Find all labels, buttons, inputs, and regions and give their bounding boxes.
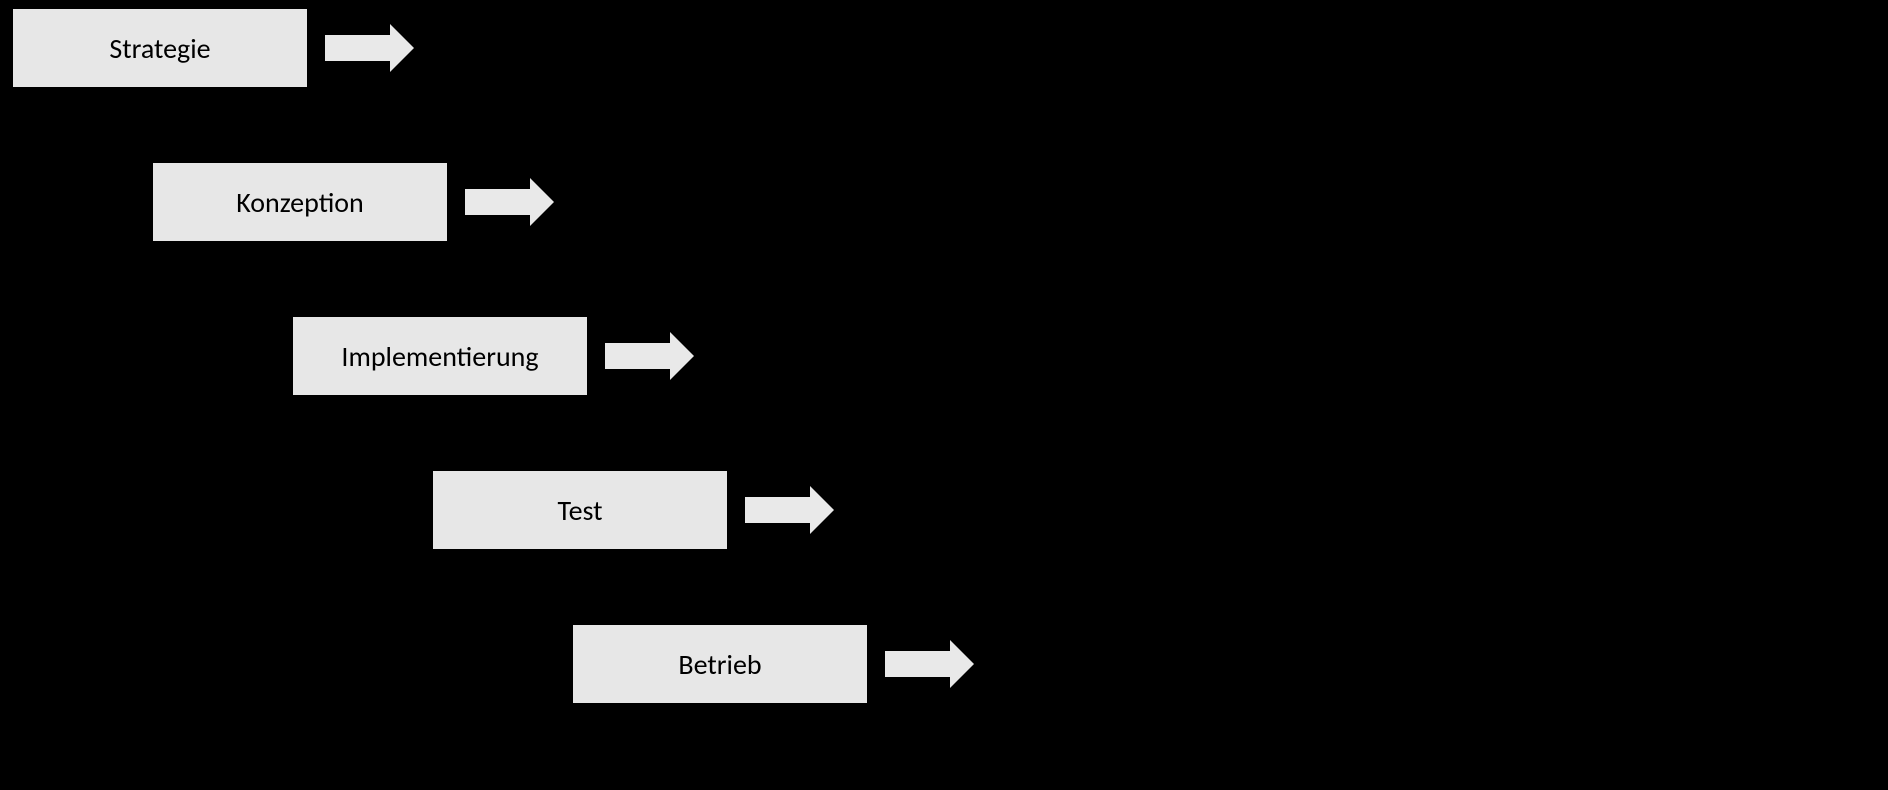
arrow-head bbox=[810, 486, 834, 534]
stage-label: Implementierung bbox=[341, 339, 538, 374]
stage-strategie: Strategie bbox=[12, 8, 414, 88]
stage-label: Strategie bbox=[109, 31, 210, 66]
arrow-shaft bbox=[324, 34, 390, 62]
stage-box: Betrieb bbox=[572, 624, 868, 704]
arrow-shaft bbox=[604, 342, 670, 370]
stage-label: Betrieb bbox=[678, 647, 761, 682]
arrow-icon bbox=[884, 640, 974, 688]
stage-implementierung: Implementierung bbox=[292, 316, 694, 396]
stage-test: Test bbox=[432, 470, 834, 550]
arrow-icon bbox=[604, 332, 694, 380]
arrow-icon bbox=[464, 178, 554, 226]
arrow-head bbox=[390, 24, 414, 72]
arrow-icon bbox=[324, 24, 414, 72]
stage-label: Konzeption bbox=[236, 185, 364, 220]
arrow-shaft bbox=[884, 650, 950, 678]
stage-box: Strategie bbox=[12, 8, 308, 88]
arrow-shaft bbox=[464, 188, 530, 216]
stage-box: Konzeption bbox=[152, 162, 448, 242]
arrow-head bbox=[950, 640, 974, 688]
stage-label: Test bbox=[557, 493, 602, 528]
stage-box: Test bbox=[432, 470, 728, 550]
arrow-icon bbox=[744, 486, 834, 534]
stage-betrieb: Betrieb bbox=[572, 624, 974, 704]
arrow-head bbox=[530, 178, 554, 226]
arrow-shaft bbox=[744, 496, 810, 524]
stage-konzeption: Konzeption bbox=[152, 162, 554, 242]
arrow-head bbox=[670, 332, 694, 380]
stage-box: Implementierung bbox=[292, 316, 588, 396]
